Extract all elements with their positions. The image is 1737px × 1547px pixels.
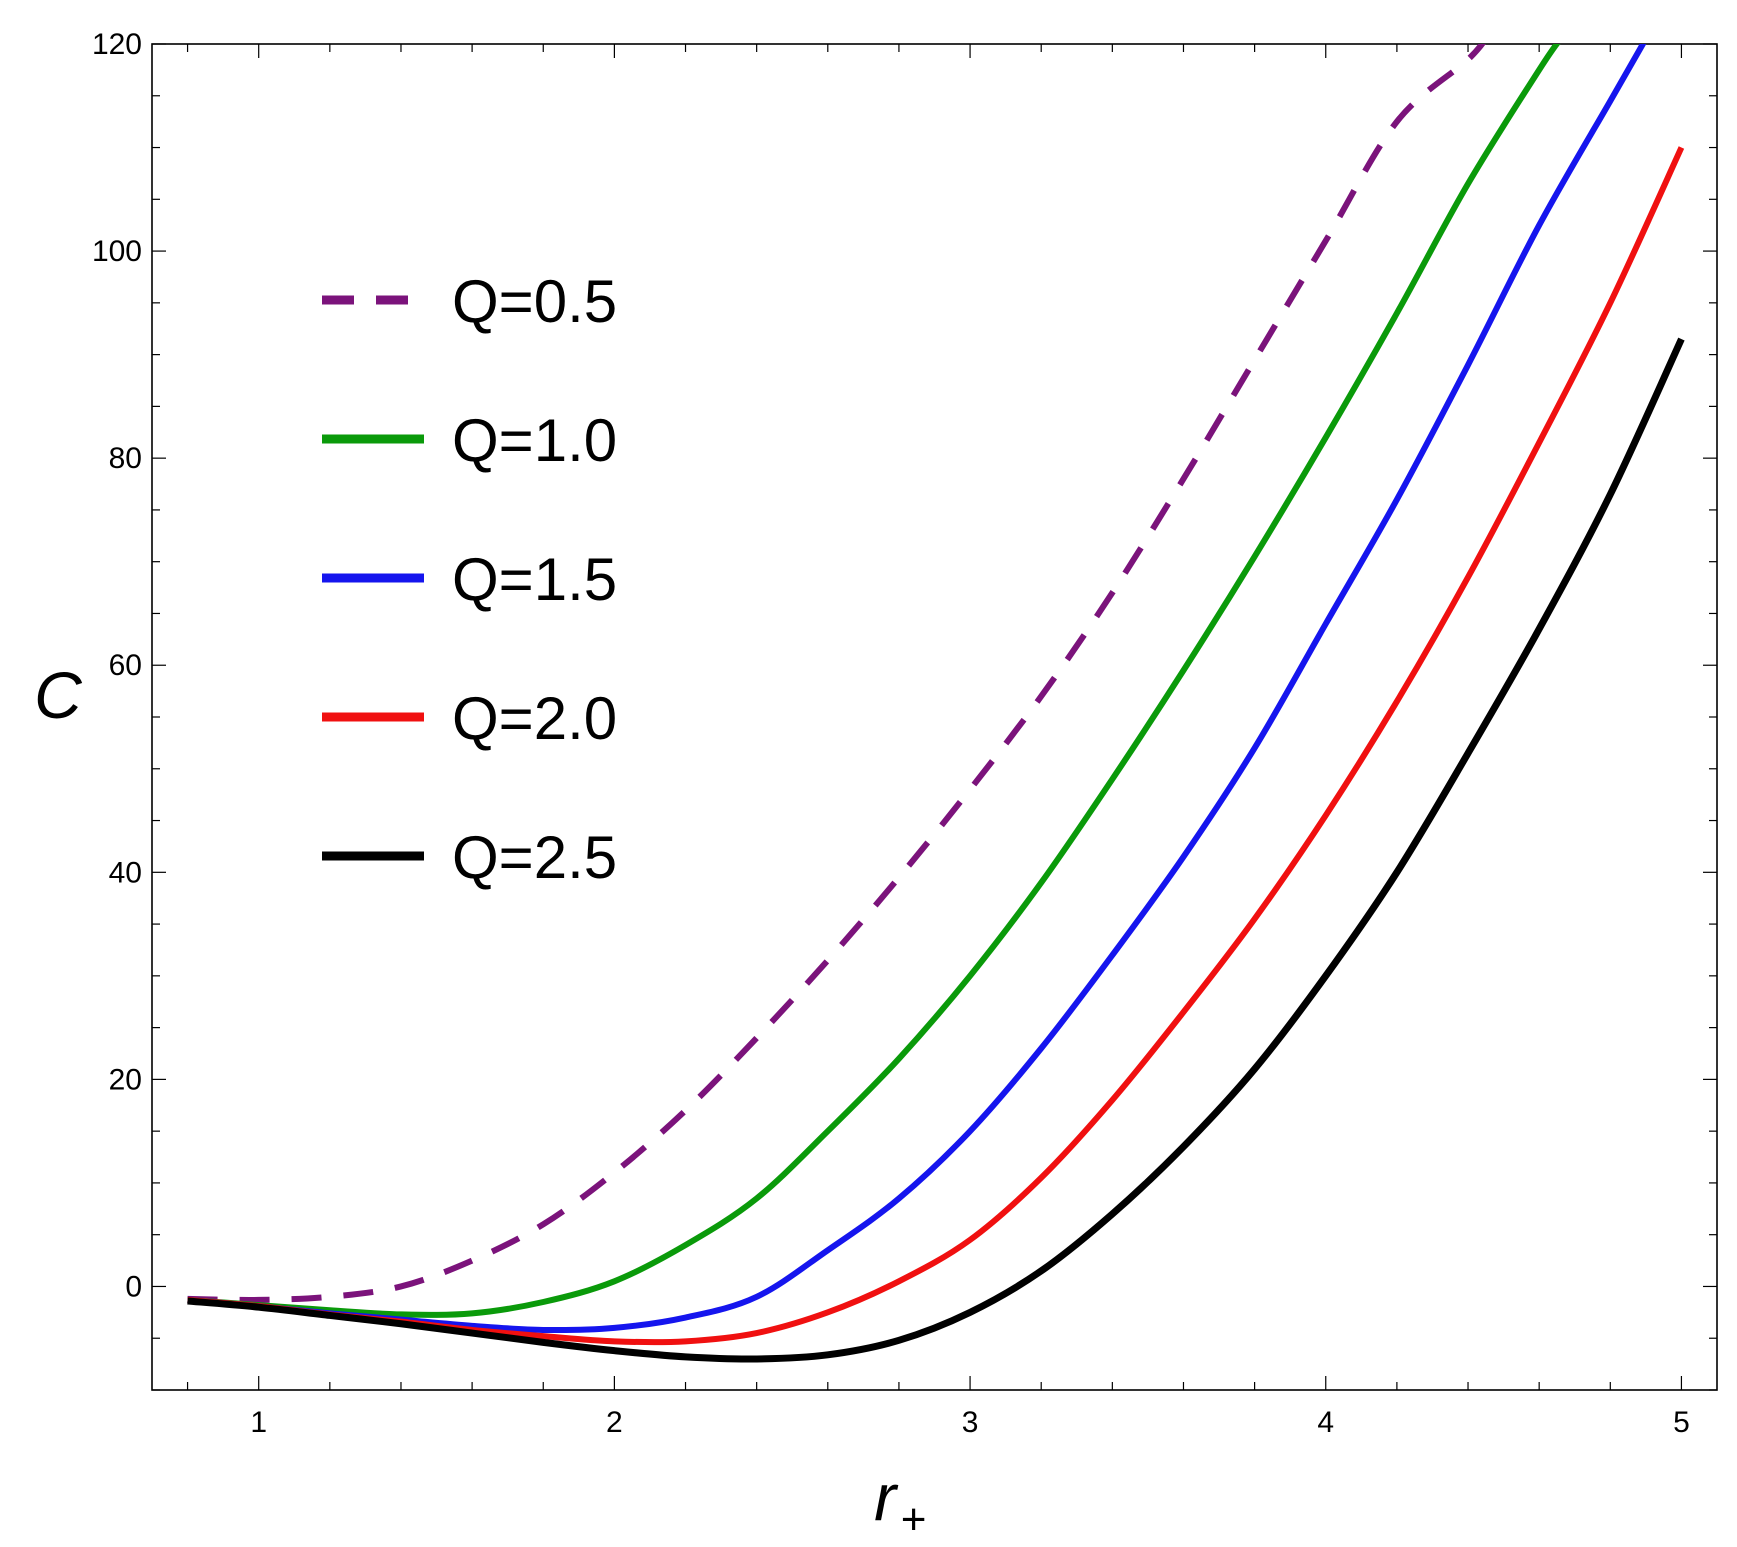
y-tick-label: 60 <box>109 649 142 682</box>
legend-label: Q=1.5 <box>452 546 617 613</box>
series-line-q-1-5 <box>187 44 1647 1334</box>
x-tick-labels: 1 2 3 4 5 <box>250 1406 1689 1439</box>
series-line-q-1-0 <box>187 44 1561 1318</box>
y-tick-label: 0 <box>125 1270 142 1303</box>
x-axis-title-subscript: + <box>900 1495 926 1544</box>
x-tick-label: 5 <box>1673 1406 1690 1439</box>
axis-ticks <box>152 43 1717 1391</box>
y-tick-label: 40 <box>109 856 142 889</box>
x-tick-label: 1 <box>250 1406 267 1439</box>
x-axis-title: r+ <box>874 1460 926 1544</box>
x-tick-label: 2 <box>606 1406 623 1439</box>
y-tick-labels: 0 20 40 60 80 100 120 <box>92 28 142 1303</box>
y-tick-label: 80 <box>109 442 142 475</box>
data-series <box>187 44 1685 1363</box>
legend-label: Q=0.5 <box>452 268 617 335</box>
legend-label: Q=1.0 <box>452 407 617 474</box>
legend: Q=0.5 Q=1.0 Q=1.5 Q=2.0 Q=2.5 <box>322 268 617 891</box>
legend-label: Q=2.0 <box>452 685 617 752</box>
x-tick-label: 3 <box>962 1406 979 1439</box>
y-tick-label: 20 <box>109 1063 142 1096</box>
x-axis-title-main: r <box>874 1460 899 1534</box>
y-axis-title: C <box>34 658 83 732</box>
series-line-q-2-5 <box>187 337 1685 1363</box>
x-tick-label: 4 <box>1317 1406 1334 1439</box>
legend-label: Q=2.5 <box>452 824 617 891</box>
series-line-q-0-5 <box>187 44 1486 1303</box>
y-tick-label: 120 <box>92 28 142 61</box>
y-tick-label: 100 <box>92 235 142 268</box>
